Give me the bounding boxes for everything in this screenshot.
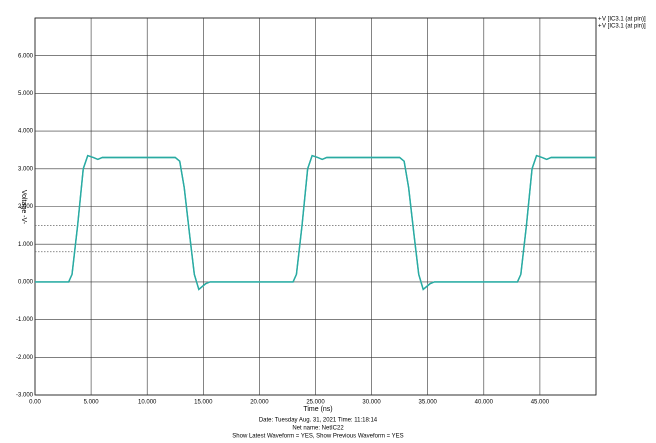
legend-marker: + xyxy=(598,17,602,23)
y-axis-label: Voltage -V- xyxy=(20,190,27,225)
x-tick-label: 35.000 xyxy=(419,400,438,406)
x-tick-label: 0.00 xyxy=(29,400,41,406)
footer-date: Date: Tuesday Aug. 31, 2021 Time: 11:18:… xyxy=(259,418,378,424)
x-tick-label: 15.000 xyxy=(194,400,213,406)
x-tick-label: 5.000 xyxy=(84,400,100,406)
y-tick-label: 1.000 xyxy=(18,242,34,248)
legend-label: V [IC3.1 (at pin)] xyxy=(602,17,646,23)
x-tick-label: 25.000 xyxy=(306,400,325,406)
x-tick-label: 20.000 xyxy=(250,400,269,406)
y-tick-label: 6.000 xyxy=(18,53,34,59)
waveform xyxy=(35,154,596,291)
y-tick-label: 5.000 xyxy=(18,91,34,97)
y-tick-label: -3.000 xyxy=(16,393,34,399)
x-tick-label: 30.000 xyxy=(362,400,381,406)
y-tick-label: -1.000 xyxy=(16,317,34,323)
x-tick-label: 45.000 xyxy=(531,400,550,406)
legend-label: V [IC3.1 (at pin)] xyxy=(602,24,646,30)
y-tick-label: 2.000 xyxy=(18,204,34,210)
x-tick-label: 40.000 xyxy=(475,400,494,406)
x-tick-label: 10.000 xyxy=(138,400,157,406)
footer-waveform: Show Latest Waveform = YES, Show Previou… xyxy=(232,434,403,440)
y-tick-label: 4.000 xyxy=(18,129,34,135)
y-tick-label: 3.000 xyxy=(18,166,34,172)
y-tick-label: 0.000 xyxy=(18,279,34,285)
x-axis-label: Time (ns) xyxy=(303,406,332,413)
footer-net: Net name: NetIC22 xyxy=(292,426,344,432)
legend-marker: + xyxy=(598,24,602,30)
y-tick-label: -2.000 xyxy=(16,355,34,361)
